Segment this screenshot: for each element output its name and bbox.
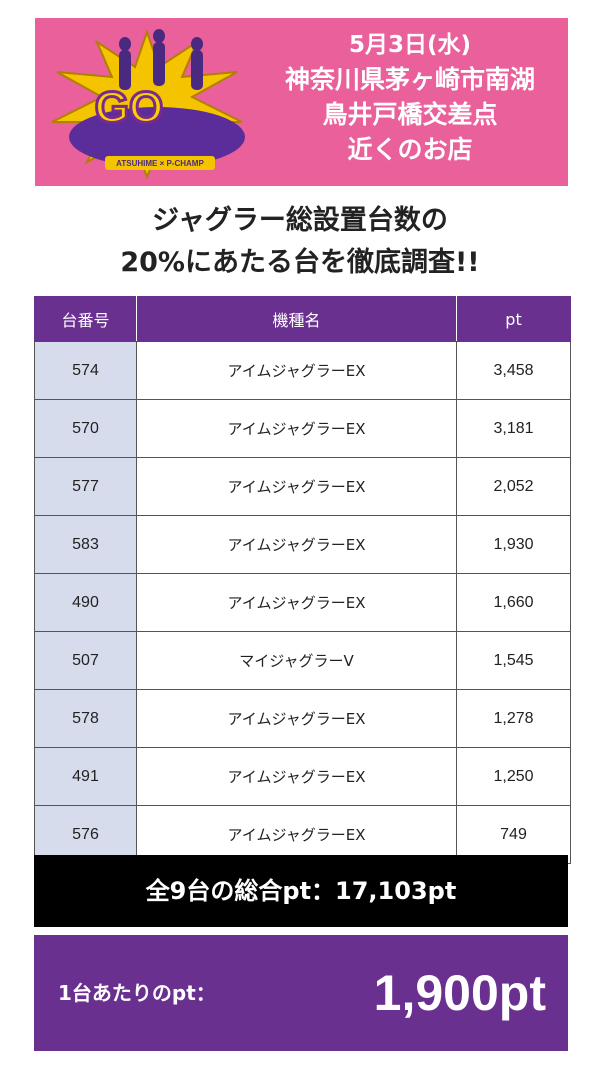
machine-name: マイジャグラーV	[136, 631, 457, 690]
machine-pt: 1,660	[456, 573, 571, 632]
machine-name: アイムジャグラーEX	[136, 689, 457, 748]
table-row: 578 アイムジャグラーEX 1,278	[34, 689, 571, 748]
subtitle-line: ジャグラー総設置台数の	[152, 205, 448, 236]
event-date: 5月3日(水)	[348, 32, 472, 58]
header-machine-number: 台番号	[34, 296, 137, 342]
location-line: 近くのお店	[347, 135, 473, 164]
machine-name: アイムジャグラーEX	[136, 515, 457, 574]
go-fes-logo: GO フェス ATSUHIME × P-CHAMP	[51, 28, 245, 180]
machine-number: 577	[34, 457, 137, 516]
total-points-bar: 全9台の総合pt：17,103pt	[34, 855, 568, 927]
header-banner: GO フェス ATSUHIME × P-CHAMP 5月3日(水) 神奈川県茅ヶ…	[35, 18, 568, 186]
dancers-silhouette	[119, 29, 203, 90]
location-line: 鳥井戸橋交差点	[322, 100, 498, 129]
table-row: 574 アイムジャグラーEX 3,458	[34, 341, 571, 400]
logo-go-text: GO	[95, 83, 163, 132]
location-line: 神奈川県茅ヶ崎市南湖	[284, 65, 535, 94]
machine-name: アイムジャグラーEX	[136, 747, 457, 806]
machine-pt: 749	[456, 805, 571, 864]
machine-pt: 1,930	[456, 515, 571, 574]
table-row: 507 マイジャグラーV 1,545	[34, 631, 571, 690]
machine-number: 507	[34, 631, 137, 690]
machine-number: 576	[34, 805, 137, 864]
page-subtitle: ジャグラー総設置台数の 20%にあたる台を徹底調査!!	[0, 200, 600, 284]
machine-number: 578	[34, 689, 137, 748]
table-header-row: 台番号 機種名 pt	[34, 296, 571, 342]
machine-pt: 1,278	[456, 689, 571, 748]
header-pt: pt	[456, 296, 571, 342]
machine-pt: 1,545	[456, 631, 571, 690]
table-row: 570 アイムジャグラーEX 3,181	[34, 399, 571, 458]
table-row: 583 アイムジャグラーEX 1,930	[34, 515, 571, 574]
machine-pt: 3,458	[456, 341, 571, 400]
average-label: 1台あたりのpt：	[58, 981, 216, 1005]
machine-name: アイムジャグラーEX	[136, 341, 457, 400]
results-table: 台番号 機種名 pt 574 アイムジャグラーEX 3,458 570 アイムジ…	[34, 296, 571, 864]
machine-name: アイムジャグラーEX	[136, 399, 457, 458]
machine-name: アイムジャグラーEX	[136, 805, 457, 864]
header-machine-name: 機種名	[136, 296, 457, 342]
table-row: 491 アイムジャグラーEX 1,250	[34, 747, 571, 806]
subtitle-line: 20%にあたる台を徹底調査!!	[120, 247, 480, 278]
machine-name: アイムジャグラーEX	[136, 457, 457, 516]
machine-number: 490	[34, 573, 137, 632]
machine-number: 583	[34, 515, 137, 574]
average-value: 1,900pt	[373, 965, 546, 1021]
average-points-box: 1台あたりのpt： 1,900pt	[34, 935, 568, 1051]
table-row: 577 アイムジャグラーEX 2,052	[34, 457, 571, 516]
logo-fes-text: フェス	[120, 127, 198, 157]
machine-number: 491	[34, 747, 137, 806]
machine-number: 574	[34, 341, 137, 400]
table-row: 576 アイムジャグラーEX 749	[34, 805, 571, 864]
machine-number: 570	[34, 399, 137, 458]
machine-name: アイムジャグラーEX	[136, 573, 457, 632]
store-info: 5月3日(水) 神奈川県茅ヶ崎市南湖 鳥井戸橋交差点 近くのお店	[255, 28, 565, 167]
table-row: 490 アイムジャグラーEX 1,660	[34, 573, 571, 632]
machine-pt: 3,181	[456, 399, 571, 458]
machine-pt: 1,250	[456, 747, 571, 806]
logo-ribbon-text: ATSUHIME × P-CHAMP	[116, 159, 204, 168]
machine-pt: 2,052	[456, 457, 571, 516]
